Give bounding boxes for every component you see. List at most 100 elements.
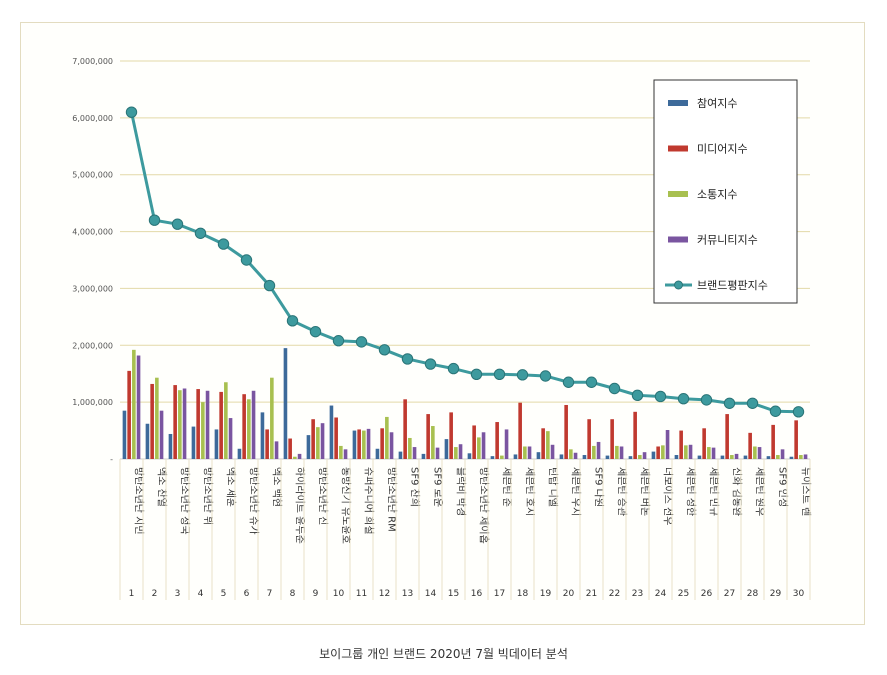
bar-community	[274, 441, 279, 459]
bar-media	[610, 419, 614, 459]
bar-participation	[375, 448, 380, 459]
x-rank-label: 1	[129, 589, 135, 599]
x-rank-label: 25	[678, 589, 689, 599]
bar-communication	[431, 426, 435, 459]
brand-point	[792, 406, 805, 418]
brand-point	[585, 376, 598, 388]
x-category-label: 세븐틴 승관	[616, 467, 628, 516]
x-rank-label: 13	[402, 589, 413, 599]
x-rank-label: 26	[701, 589, 713, 599]
bar-community	[573, 452, 578, 459]
bar-communication	[316, 427, 320, 459]
x-rank-label: 19	[540, 589, 552, 599]
x-rank-label: 7	[267, 589, 273, 599]
x-rank-label: 21	[586, 589, 597, 599]
brand-point	[217, 238, 230, 250]
x-category-label: 세븐틴 원우	[754, 467, 766, 516]
bar-series	[122, 348, 808, 459]
bar-participation	[145, 423, 150, 459]
x-rank-label: 20	[563, 589, 575, 599]
x-category-label: SF9 로운	[432, 467, 444, 507]
x-rank-label: 2	[152, 589, 158, 599]
bar-media	[794, 420, 798, 459]
bar-media	[702, 428, 706, 459]
brand-line-series	[125, 106, 805, 418]
legend-label: 브랜드평판지수	[697, 279, 768, 292]
legend-label: 미디어지수	[697, 143, 748, 156]
y-axis-ticks: 1,000,000 2,000,000 3,000,000 4,000,000 5,00…	[72, 57, 113, 464]
bar-communication	[224, 382, 228, 459]
bar-media	[403, 399, 407, 459]
x-category-label: 세븐틴 호시	[524, 467, 536, 516]
bar-media	[725, 414, 729, 459]
brand-point	[493, 368, 506, 380]
bar-community	[527, 446, 532, 459]
y-zero-label: -	[110, 455, 113, 464]
bar-media	[288, 438, 292, 459]
bar-media	[518, 402, 522, 459]
brand-point	[148, 214, 161, 226]
bar-community	[596, 441, 601, 459]
bar-participation	[122, 410, 127, 459]
bar-communication	[477, 437, 481, 459]
bar-participation	[743, 455, 748, 459]
x-rank-label: 18	[517, 589, 529, 599]
brand-point	[608, 382, 621, 395]
bar-community	[803, 454, 808, 459]
bar-media	[380, 428, 384, 459]
bar-participation	[237, 448, 242, 459]
bar-communication	[799, 455, 803, 459]
bar-community	[136, 355, 141, 459]
bar-media	[127, 370, 131, 459]
x-rank-label: 14	[425, 589, 437, 599]
bar-media	[633, 411, 637, 459]
bar-community	[711, 447, 716, 459]
x-category-label: 뉴이스트 렌	[800, 467, 812, 516]
bar-participation	[766, 456, 771, 459]
x-rank-label: 30	[793, 589, 805, 599]
x-category-label: 세븐틴 준	[501, 467, 513, 507]
bar-participation	[628, 456, 633, 459]
bar-participation	[467, 453, 472, 459]
bar-participation	[352, 430, 357, 459]
bar-participation	[559, 454, 564, 459]
bar-participation	[536, 452, 541, 459]
brand-point	[355, 336, 368, 348]
x-category-label: SF9 찬희	[409, 467, 421, 507]
legend-swatch-media	[668, 145, 688, 152]
bar-participation	[697, 455, 702, 459]
bar-community	[182, 388, 187, 459]
brand-point	[378, 344, 391, 356]
bar-media	[679, 430, 683, 459]
x-rank-label: 23	[632, 589, 643, 599]
x-category-label: 세븐틴 우지	[570, 467, 582, 516]
y-tick-label: 3,000,000	[72, 284, 113, 293]
brand-point	[516, 369, 529, 381]
bar-communication	[132, 349, 136, 459]
bar-media	[311, 419, 315, 459]
bar-communication	[776, 455, 780, 459]
legend-label: 커뮤니티지수	[697, 234, 758, 247]
bar-participation	[214, 429, 219, 459]
bar-communication	[661, 445, 665, 459]
bar-communication	[385, 416, 389, 459]
bar-communication	[500, 455, 504, 459]
x-category-label: 더보이즈 선우	[662, 467, 674, 525]
bar-participation	[421, 453, 426, 459]
bar-community	[550, 444, 555, 459]
bar-communication	[638, 455, 642, 459]
bar-communication	[339, 445, 343, 459]
bar-community	[688, 444, 693, 459]
bar-community	[343, 449, 348, 459]
bar-community	[320, 423, 325, 459]
bar-communication	[684, 445, 688, 459]
bar-participation	[513, 454, 518, 459]
bar-communication	[707, 447, 711, 459]
bar-participation	[605, 455, 610, 459]
legend-swatch-marker	[674, 280, 683, 290]
bar-communication	[201, 402, 205, 459]
bar-communication	[270, 377, 274, 459]
bar-communication	[178, 390, 182, 459]
bar-participation	[490, 456, 495, 459]
